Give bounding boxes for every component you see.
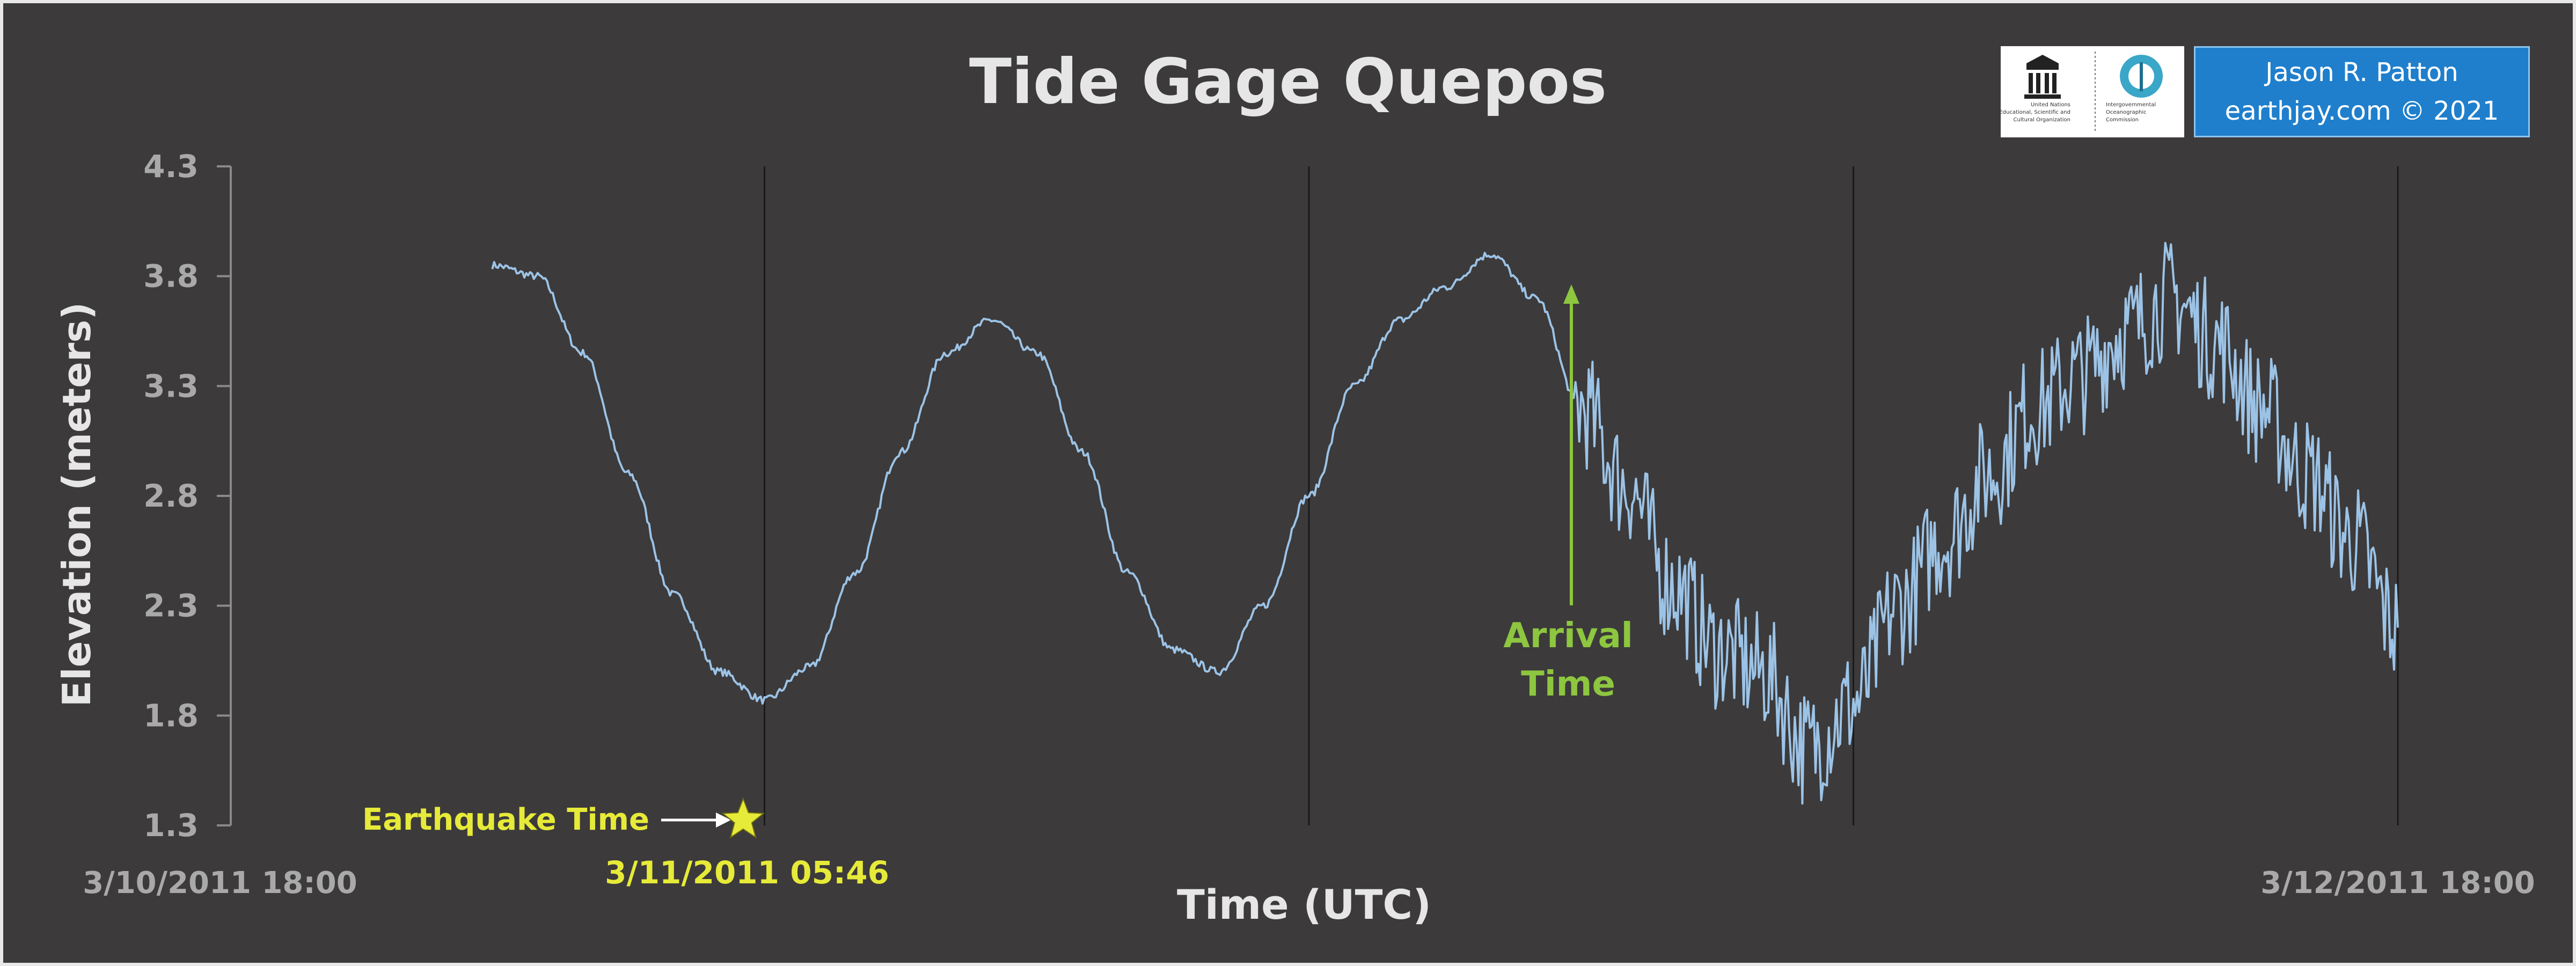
earthquake-star-icon [721,797,765,839]
y-tick-label: 3.3 [143,368,199,404]
ioc-text-1: Intergovernmental [2106,102,2156,108]
unesco-ioc-logos: United Nations Educational, Scientific a… [2001,52,2163,132]
gridlines [764,166,2399,825]
earthquake-arrow [661,813,731,828]
arrival-arrow [1563,284,1579,605]
y-tick-label: 4.3 [143,148,199,185]
x-tick-label-end: 3/12/2011 18:00 [2260,866,2535,901]
y-tick-label: 2.3 [143,588,199,624]
arrival-label-line2: Time [1521,664,1615,704]
credit-site: earthjay.com © 2021 [2224,96,2499,126]
y-tick-label: 1.3 [143,807,199,844]
unesco-text-2: Educational, Scientific and [2001,109,2070,115]
ioc-text-3: Commission [2106,117,2139,123]
earthquake-time-label: Earthquake Time [362,802,649,837]
x-tick-label-start: 3/10/2011 18:00 [83,866,357,901]
ioc-text-2: Oceanographic [2106,109,2147,115]
arrival-label-line1: Arrival [1503,616,1633,656]
x-axis-title: Time (UTC) [1177,881,1431,928]
y-tick-label: 2.8 [143,478,199,514]
unesco-text-1: United Nations [2031,102,2070,108]
unesco-text-3: Cultural Organization [2014,117,2070,123]
series-line [491,241,2399,805]
earthquake-date-label: 3/11/2011 05:46 [605,854,889,891]
unesco-logo-icon [2024,55,2061,99]
y-tick-label: 1.8 [143,697,199,734]
credit-author: Jason R. Patton [2265,57,2458,87]
credit-box: Jason R. Patton earthjay.com © 2021 [2194,46,2530,137]
ioc-logo-icon [2120,55,2163,98]
y-tick-label: 3.8 [143,258,199,295]
chart-title: Tide Gage Quepos [969,46,1607,118]
y-axis: 4.3 3.8 3.3 2.8 2.3 1.8 1.3 [143,148,232,844]
y-axis-title: Elevation (meters) [54,302,99,707]
logo-panel: United Nations Educational, Scientific a… [2001,46,2184,137]
